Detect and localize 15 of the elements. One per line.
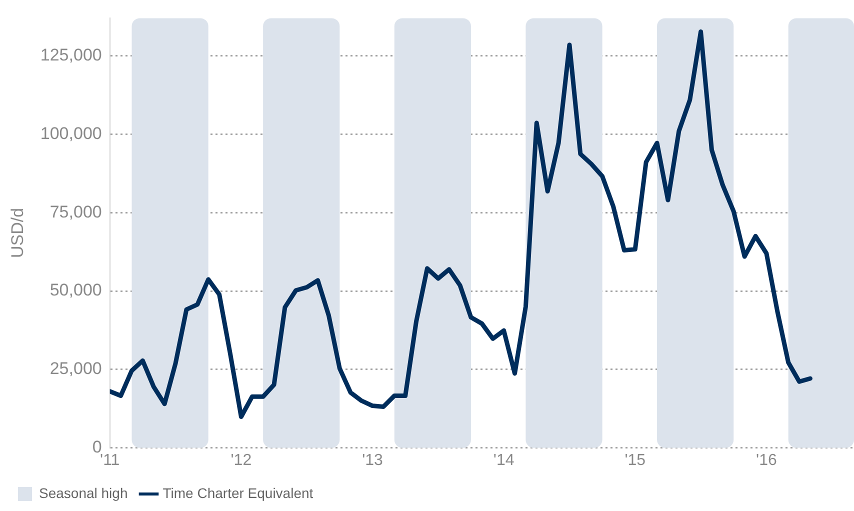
y-tick-label: 25,000: [50, 359, 102, 378]
x-tick-label: '14: [493, 452, 514, 469]
y-tick-label: 100,000: [40, 124, 102, 143]
x-tick-label: '12: [230, 452, 252, 469]
legend-label: Time Charter Equivalent: [162, 484, 314, 501]
x-tick-label: '11: [100, 452, 120, 469]
y-tick-label: 50,000: [50, 280, 102, 300]
y-axis-title: USD/d: [8, 208, 27, 258]
legend-label: Seasonal high: [39, 484, 128, 501]
x-tick-label: '13: [362, 452, 384, 469]
y-tick-label: 0: [92, 437, 102, 456]
x-tick-label: '15: [624, 452, 646, 469]
x-tick-label: '16: [756, 452, 777, 469]
y-tick-label: 75,000: [50, 202, 102, 222]
y-tick-label: 125,000: [40, 46, 102, 65]
